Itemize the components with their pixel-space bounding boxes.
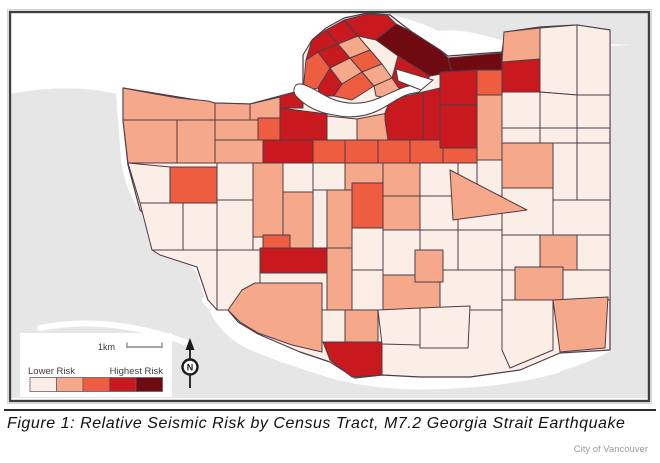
census-tract xyxy=(312,189,328,249)
north-arrow-label: N xyxy=(187,363,194,373)
census-tract xyxy=(539,234,578,271)
legend-highest-label: Highest Risk xyxy=(110,366,164,377)
census-tract xyxy=(382,229,421,276)
census-tracts-layer xyxy=(122,13,611,378)
map-frame-outer xyxy=(7,9,652,404)
census-tract xyxy=(262,139,314,164)
census-tract xyxy=(439,269,503,311)
census-tract xyxy=(122,119,178,164)
census-tract xyxy=(326,189,353,249)
census-tract xyxy=(351,269,384,311)
census-tract xyxy=(576,94,611,129)
census-tract xyxy=(476,94,503,161)
census-tract xyxy=(514,266,564,301)
census-tract xyxy=(476,69,503,96)
legend-swatch-2 xyxy=(56,377,84,392)
legend-swatch-4 xyxy=(109,377,137,392)
census-tract xyxy=(576,234,611,271)
census-tract xyxy=(326,247,353,311)
legend-color-ramp xyxy=(29,377,163,392)
census-tract xyxy=(539,91,578,129)
census-tract xyxy=(322,341,383,378)
census-tract xyxy=(259,247,328,274)
census-tract xyxy=(344,309,379,343)
census-tract xyxy=(419,305,471,349)
census-tract xyxy=(552,142,578,201)
census-tract xyxy=(439,69,478,106)
river xyxy=(202,297,303,365)
census-tract xyxy=(257,117,281,141)
legend-swatch-1 xyxy=(29,377,57,392)
legend-swatch-5 xyxy=(135,377,163,392)
census-tract xyxy=(182,202,218,251)
legend-swatch-3 xyxy=(82,377,110,392)
census-tract xyxy=(576,142,611,201)
census-tract xyxy=(501,91,541,129)
census-tract xyxy=(216,162,254,201)
map-legend: 1km Lower Risk Highest Risk xyxy=(20,333,172,397)
water-inlet xyxy=(395,68,435,91)
census-tract xyxy=(552,199,611,236)
census-tract xyxy=(262,234,291,249)
census-tract xyxy=(539,127,578,144)
source-credit: City of Vancouver xyxy=(573,444,648,455)
map-figure: 1km Lower Risk Highest Risk N xyxy=(7,9,652,404)
census-tract xyxy=(321,309,346,343)
census-tract xyxy=(562,269,611,301)
census-tract xyxy=(501,234,541,271)
census-tract xyxy=(439,104,478,149)
census-tract xyxy=(377,307,421,346)
census-tract xyxy=(312,162,346,191)
scale-bar xyxy=(126,342,163,348)
census-tract xyxy=(214,102,251,121)
census-tract xyxy=(252,162,284,238)
census-tract xyxy=(333,71,375,101)
scale-bar-label: 1km xyxy=(98,342,115,352)
census-tract xyxy=(176,119,216,164)
census-tract xyxy=(501,142,554,189)
north-arrow-circle xyxy=(181,358,199,376)
census-tract xyxy=(351,227,384,271)
legend-lower-label: Lower Risk xyxy=(28,366,75,377)
census-tract xyxy=(382,195,421,231)
water-overlay-layer xyxy=(293,68,435,118)
census-tract xyxy=(279,107,328,141)
north-arrow-head xyxy=(185,338,195,350)
census-tract xyxy=(377,139,411,164)
census-tract xyxy=(214,119,259,141)
census-tract xyxy=(501,58,541,93)
census-tract xyxy=(312,139,346,164)
census-tract xyxy=(409,139,444,164)
census-tract xyxy=(457,229,503,271)
census-tract xyxy=(576,24,611,96)
census-tract xyxy=(422,87,441,141)
census-tract xyxy=(552,296,609,353)
census-tract xyxy=(344,139,379,164)
figure-caption: Figure 1: Relative Seismic Risk by Censu… xyxy=(7,415,626,432)
census-tract xyxy=(501,127,541,144)
outside-land xyxy=(610,44,648,398)
outside-land xyxy=(10,88,612,398)
census-tract xyxy=(227,282,323,353)
census-tract xyxy=(449,169,528,221)
census-tract xyxy=(414,249,444,283)
census-tract xyxy=(351,182,384,229)
census-tract xyxy=(326,115,358,141)
census-tract xyxy=(501,27,541,63)
census-tract xyxy=(169,166,218,204)
map-svg: 1km Lower Risk Highest Risk N xyxy=(7,9,652,404)
caption-rule xyxy=(4,409,656,411)
census-tract xyxy=(214,139,264,164)
census-tract xyxy=(382,162,421,197)
map-frame xyxy=(8,10,651,403)
census-tract xyxy=(216,199,254,251)
north-arrow: N xyxy=(181,338,199,388)
census-tract xyxy=(539,24,578,96)
